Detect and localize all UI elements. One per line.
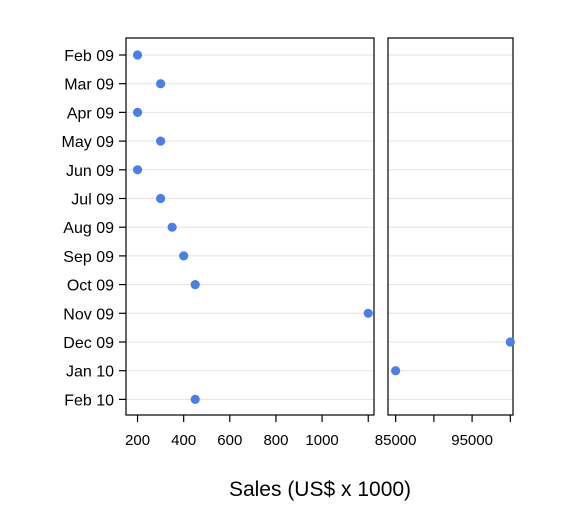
x-tick-label: 400: [171, 432, 196, 449]
x-axis-title: Sales (US$ x 1000): [229, 478, 411, 501]
category-label: May 09: [62, 134, 115, 151]
x-tick-label: 95000: [451, 432, 493, 449]
data-point: [132, 107, 143, 117]
x-tick-label: 800: [263, 432, 288, 449]
left-panel-frame: [125, 37, 375, 416]
data-point: [156, 193, 166, 204]
data-point: [156, 79, 166, 89]
data-point: [391, 366, 401, 376]
data-point: [190, 280, 200, 290]
data-point: [190, 394, 200, 404]
category-label: Sep 09: [63, 249, 114, 266]
category-label: Oct 09: [67, 278, 114, 295]
data-point: [156, 136, 166, 146]
category-label: Feb 09: [64, 48, 114, 65]
data-point: [132, 50, 143, 60]
category-label: Jul 09: [71, 192, 114, 209]
x-tick-label: 600: [217, 432, 242, 449]
category-label: Aug 09: [63, 220, 114, 237]
data-point: [363, 308, 373, 318]
data-point: [179, 251, 189, 261]
category-label: Mar 09: [64, 77, 114, 94]
data-points: [132, 50, 515, 404]
category-label: Jun 09: [66, 163, 114, 180]
category-label: Apr 09: [67, 105, 114, 122]
data-point: [505, 337, 515, 347]
category-label: Feb 10: [64, 392, 114, 409]
category-label: Dec 09: [63, 335, 114, 352]
gridlines: [126, 54, 513, 400]
category-label: Jan 10: [66, 364, 114, 381]
x-axis-ticks: 200 400 600 800 1000 85000 95000: [125, 415, 511, 449]
x-tick-label: 200: [125, 432, 150, 449]
data-point: [132, 165, 143, 175]
category-labels: Feb 09 Mar 09 Apr 09 May 09 Jun 09 Jul 09 Aug …: [62, 48, 126, 409]
category-label: Nov 09: [63, 306, 114, 323]
x-tick-label: 85000: [375, 432, 417, 449]
data-point: [167, 222, 177, 232]
x-tick-label: 1000: [305, 432, 338, 449]
right-panel-frame: [387, 37, 514, 416]
